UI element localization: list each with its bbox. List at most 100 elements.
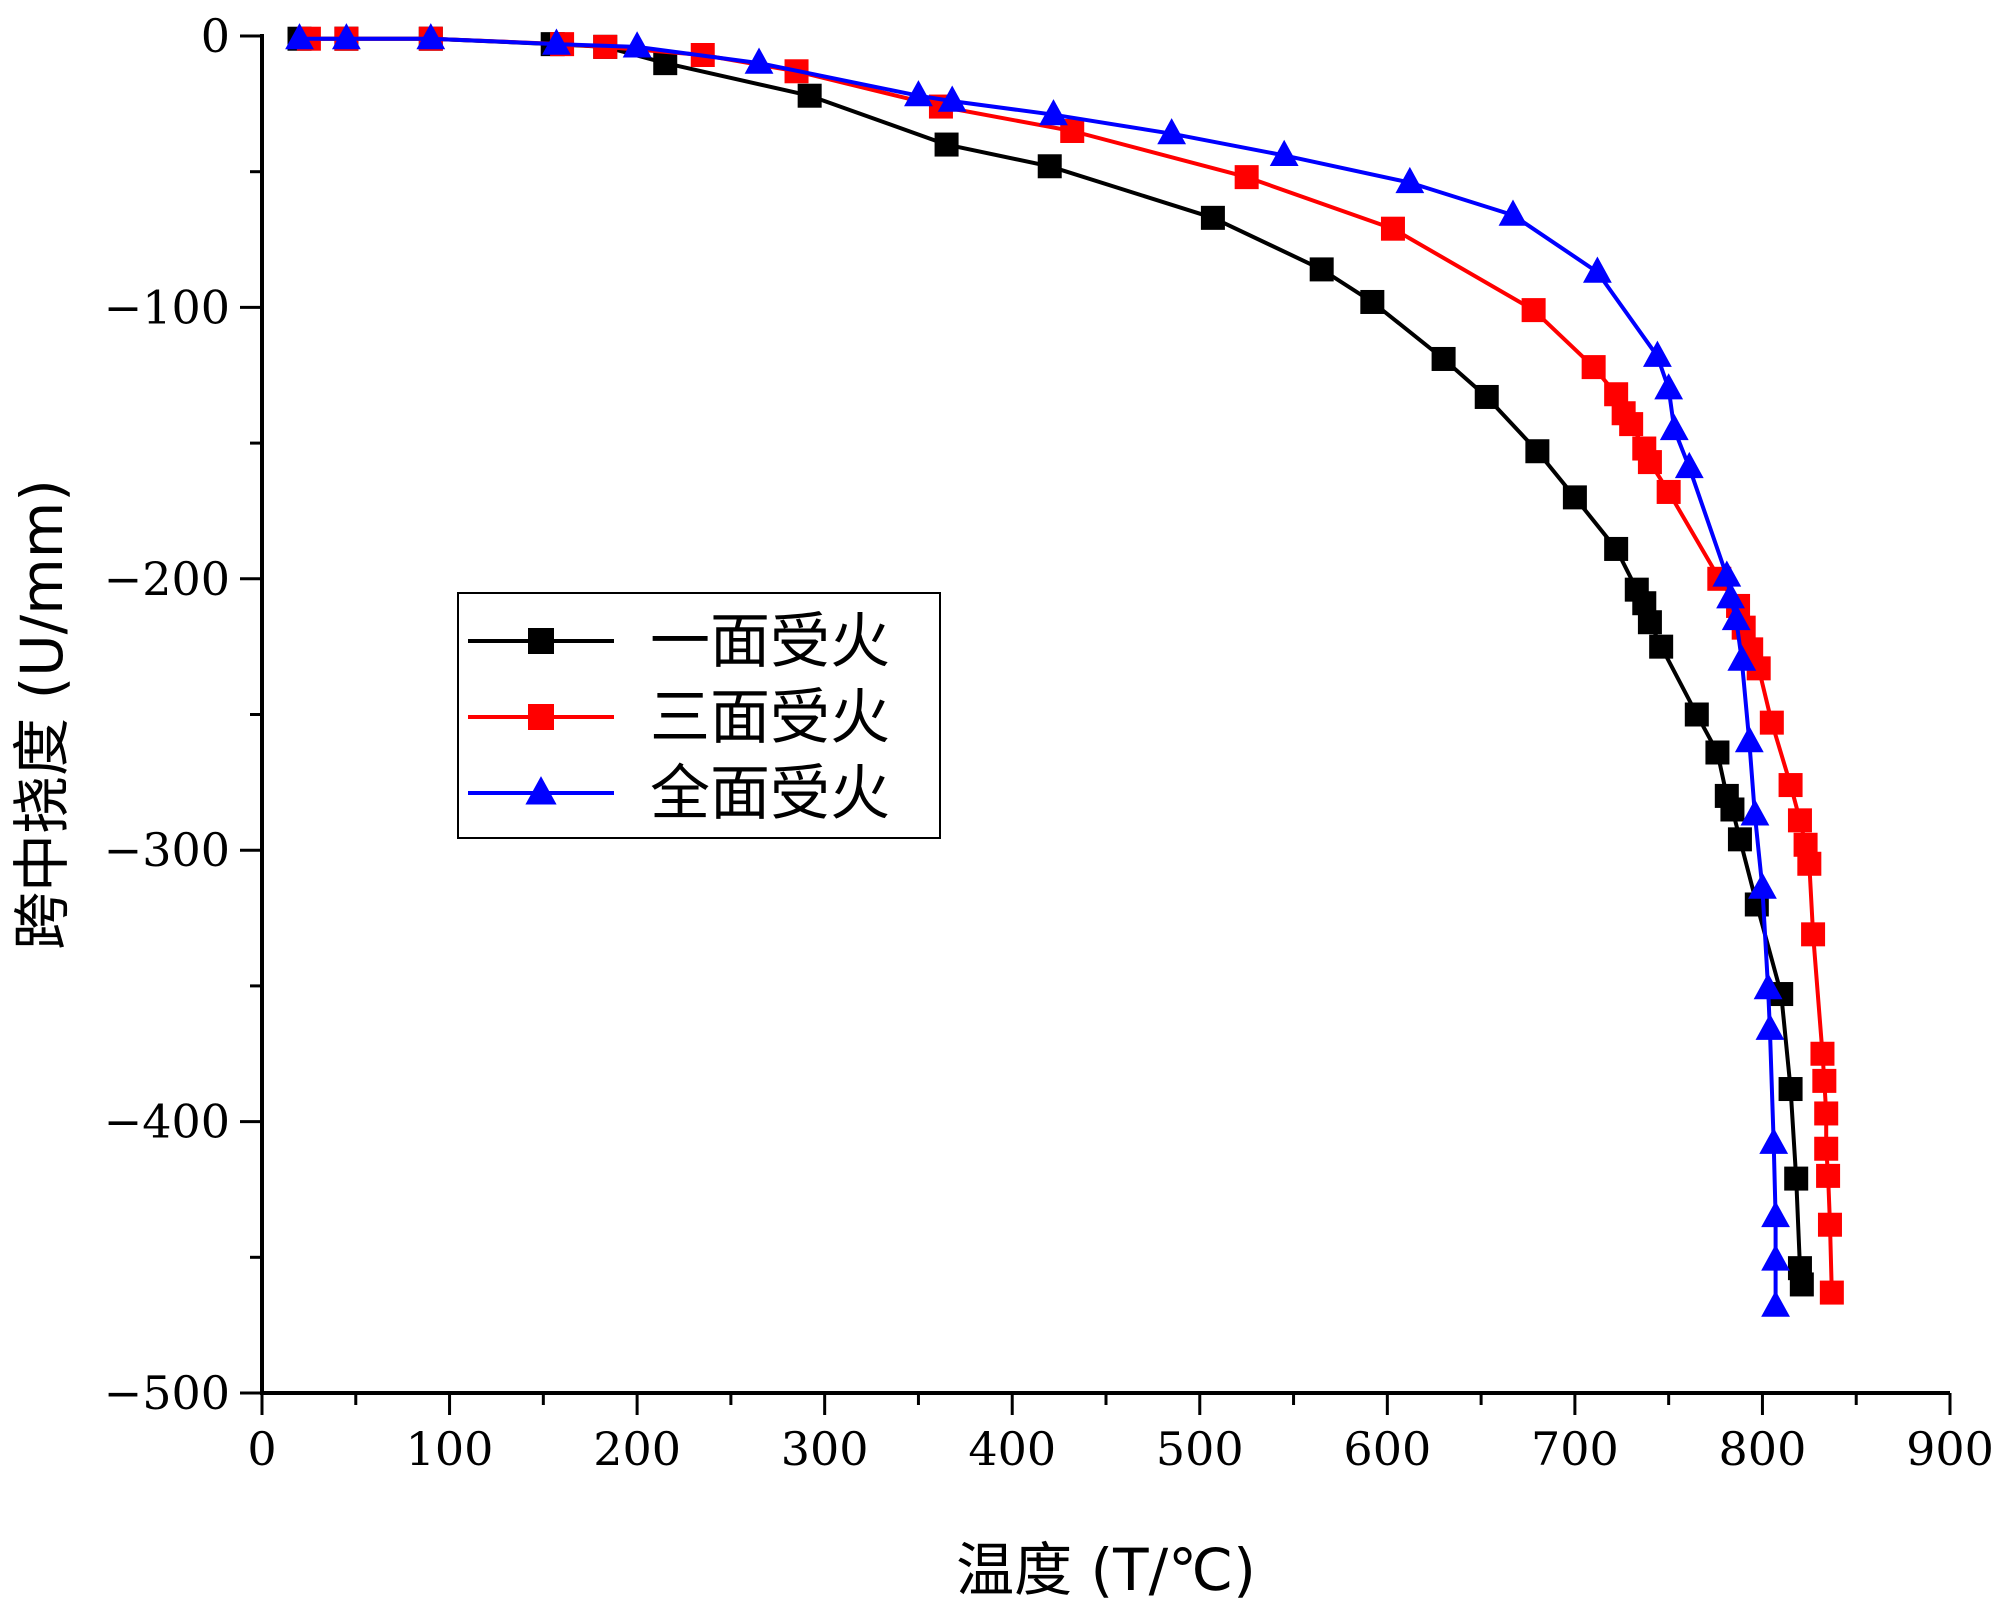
axes: 0 100 200 300 400 500 600 700 800 900 0 −100 −200 −30…	[104, 9, 1994, 1476]
y-tick-label: −100	[104, 280, 230, 334]
data-point	[1705, 740, 1730, 765]
data-point	[1637, 610, 1662, 635]
y-tick-label: −500	[104, 1366, 230, 1420]
data-point	[1674, 451, 1704, 479]
data-point	[904, 80, 933, 107]
data-point	[1659, 413, 1689, 441]
data-point	[622, 31, 652, 58]
x-tick-label: 400	[968, 1422, 1056, 1476]
x-tick-label: 600	[1343, 1422, 1431, 1476]
data-point	[1819, 1280, 1844, 1305]
y-tick-label: −300	[104, 823, 230, 877]
legend-label: 全面受火	[650, 759, 890, 829]
data-point	[1778, 773, 1803, 798]
data-point	[1039, 99, 1068, 126]
legend-marker	[525, 776, 557, 805]
data-point	[416, 23, 446, 50]
data-point	[1814, 1101, 1839, 1126]
data-point	[332, 23, 361, 50]
data-point	[934, 132, 959, 157]
series-3	[285, 23, 1790, 1317]
series-layer	[285, 23, 1844, 1317]
data-point	[1778, 1077, 1803, 1102]
data-point	[1753, 972, 1783, 1000]
data-point	[1157, 118, 1187, 145]
data-point	[1734, 726, 1764, 753]
data-point	[1812, 1068, 1837, 1093]
data-point	[1759, 1127, 1789, 1154]
data-point	[1234, 165, 1259, 190]
data-point	[1716, 582, 1745, 609]
x-tick-label: 700	[1531, 1422, 1619, 1476]
data-point	[1810, 1041, 1835, 1066]
data-point	[1498, 199, 1528, 226]
data-point	[1643, 340, 1672, 367]
data-point	[653, 51, 678, 76]
data-point	[1817, 1212, 1842, 1237]
data-point	[1727, 827, 1752, 852]
data-point	[1761, 1290, 1790, 1317]
y-axis-title: 跨中挠度 (U/mm)	[8, 479, 76, 950]
data-point	[1619, 412, 1644, 437]
x-tick-label: 100	[406, 1422, 494, 1476]
x-tick-label: 300	[781, 1422, 869, 1476]
data-point	[1720, 797, 1745, 822]
data-point	[285, 23, 314, 50]
legend-item: 三面受火	[468, 683, 890, 753]
data-point	[1649, 634, 1674, 659]
data-point	[1581, 355, 1606, 380]
data-point	[1604, 536, 1629, 561]
data-point	[1816, 1163, 1841, 1188]
data-point	[542, 28, 571, 55]
data-point	[1684, 702, 1709, 727]
legend-item: 一面受火	[468, 607, 890, 677]
data-point	[1740, 799, 1770, 826]
data-point	[1759, 710, 1784, 735]
data-point	[1761, 1200, 1790, 1228]
data-point	[1309, 257, 1334, 282]
legend-label: 三面受火	[650, 683, 890, 753]
data-point	[937, 85, 967, 112]
data-point	[1037, 154, 1062, 179]
data-point	[1269, 139, 1299, 166]
data-point	[1797, 851, 1822, 876]
data-point	[1761, 1244, 1790, 1271]
data-point	[1814, 1136, 1839, 1161]
data-point	[1562, 485, 1587, 510]
data-point	[1789, 1272, 1814, 1297]
data-point	[1656, 479, 1681, 504]
data-point	[1787, 808, 1812, 833]
x-tick-label: 800	[1719, 1422, 1807, 1476]
legend-item: 全面受火	[468, 759, 890, 829]
data-point	[1521, 298, 1546, 323]
x-tick-label: 0	[247, 1422, 276, 1476]
data-point	[1431, 346, 1456, 371]
x-tick-label: 900	[1906, 1422, 1994, 1476]
data-point	[1748, 872, 1777, 899]
data-point	[1360, 289, 1385, 314]
x-tick-label: 200	[593, 1422, 681, 1476]
x-axis-title: 温度 (T/℃)	[956, 1536, 1256, 1604]
data-point	[1395, 166, 1425, 194]
data-point	[1637, 450, 1662, 475]
y-tick-label: 0	[201, 9, 230, 63]
data-point	[1755, 1013, 1785, 1040]
data-point	[1474, 384, 1499, 409]
y-tick-label: −200	[104, 552, 230, 606]
data-point	[1654, 373, 1684, 400]
data-point	[1582, 256, 1612, 283]
legend-marker	[528, 704, 554, 730]
data-point	[744, 47, 774, 74]
data-point	[1727, 644, 1757, 671]
data-point	[797, 83, 822, 108]
x-tick-label: 500	[1156, 1422, 1244, 1476]
data-point	[1721, 603, 1751, 631]
legend-marker	[528, 628, 554, 654]
y-tick-label: −400	[104, 1095, 230, 1149]
data-point	[1525, 439, 1550, 464]
data-point	[1200, 205, 1225, 230]
data-point	[1712, 560, 1742, 587]
series-2	[296, 26, 1844, 1305]
